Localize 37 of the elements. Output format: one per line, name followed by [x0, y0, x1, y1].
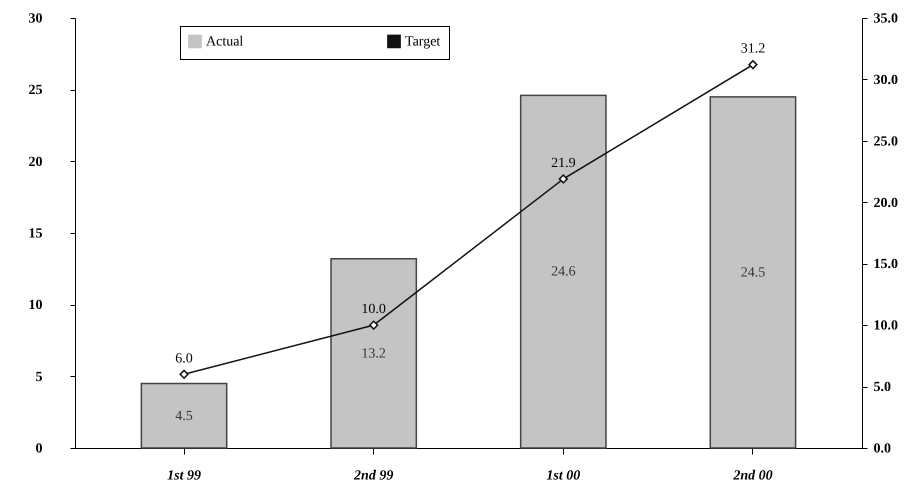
y2-tick-label: 0.0 [874, 442, 891, 456]
point [748, 60, 758, 70]
bar [140, 382, 228, 449]
y2-tick-label: 30.0 [874, 72, 898, 88]
x-tick-label: 2nd 00 [732, 468, 773, 484]
y2-tick-label: 10.0 [874, 318, 898, 334]
legend-label: Actual [206, 34, 244, 50]
x-tick-label: 1st 99 [167, 468, 201, 484]
data-label: 13.2 [361, 346, 386, 362]
y2-tick-label: 15.0 [874, 257, 898, 272]
point [179, 370, 189, 379]
data-label: 24.5 [740, 265, 766, 280]
bar [710, 96, 796, 449]
x-tick-label: 1st 00 [546, 468, 580, 484]
legend-label: Target [405, 34, 440, 50]
y-tick-label: 30 [28, 12, 42, 26]
y-tick-label: 15 [28, 226, 42, 242]
y2-tick-label: 25.0 [874, 134, 898, 150]
point [369, 320, 378, 330]
y-tick-label: 10 [28, 298, 42, 314]
data-label: 21.9 [551, 156, 576, 171]
data-label: 6.0 [175, 351, 193, 366]
bar [330, 258, 418, 449]
y-tick-label: 0 [36, 442, 42, 456]
data-label: 10.0 [361, 302, 386, 318]
x-tick-label: 2nd 99 [353, 468, 394, 484]
data-label: 31.2 [740, 42, 766, 57]
bar [520, 94, 607, 449]
data-label: 24.6 [551, 264, 576, 280]
y2-tick-label: 35.0 [874, 12, 898, 26]
y2-tick-label: 20.0 [874, 196, 898, 211]
y2-tick-label: 5.0 [874, 380, 891, 396]
y-tick-label: 25 [28, 83, 42, 98]
data-label: 4.5 [175, 408, 193, 424]
point [558, 174, 568, 184]
y-tick-label: 5 [36, 370, 42, 385]
y-tick-label: 20 [28, 154, 42, 170]
